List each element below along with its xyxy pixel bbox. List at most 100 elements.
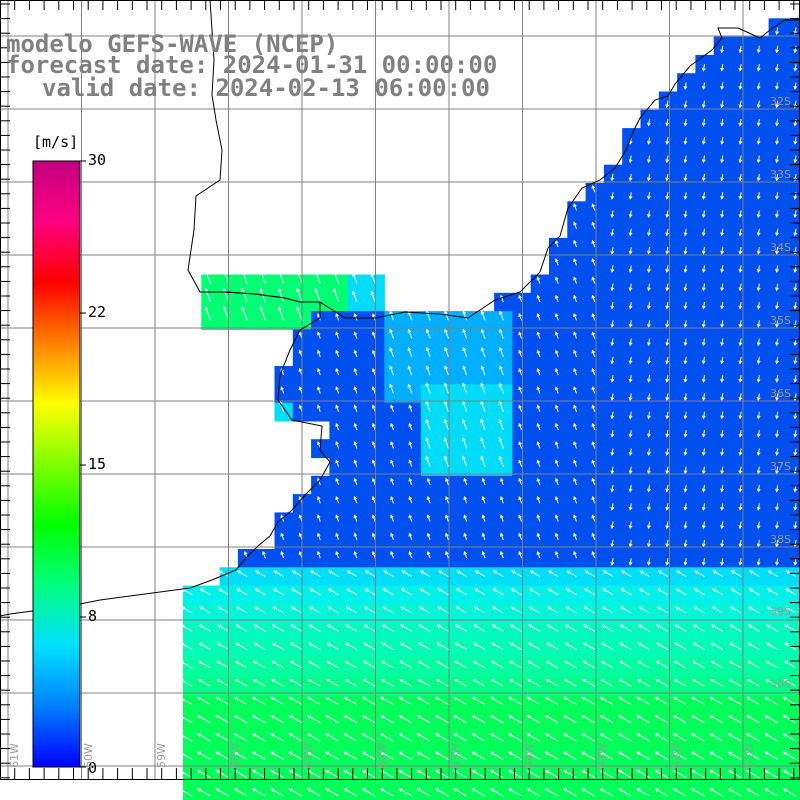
wind-arrow-head — [480, 347, 485, 352]
wind-arrow-head — [591, 313, 596, 317]
wind-speed-cell — [530, 786, 550, 800]
wind-arrow-head — [234, 679, 239, 683]
wind-arrow — [592, 551, 596, 559]
wind-arrow — [216, 770, 230, 779]
wind-arrow — [658, 570, 669, 577]
wind-arrow — [362, 733, 376, 742]
wind-arrow — [555, 551, 559, 559]
wind-arrow — [518, 332, 523, 339]
wind-arrow — [437, 642, 449, 651]
wind-speed-cell — [329, 677, 349, 696]
wind-arrow — [335, 387, 340, 394]
wind-arrow — [694, 588, 705, 596]
wind-speed-cell — [494, 732, 513, 751]
wind-arrow — [453, 696, 467, 705]
wind-arrow-head — [536, 386, 541, 391]
wind-arrow-head — [223, 287, 227, 292]
wind-speed-cell — [274, 549, 294, 568]
wind-arrow — [673, 751, 687, 760]
wind-speed-cell — [329, 750, 349, 770]
wind-arrow-head — [665, 122, 670, 127]
wind-arrow — [746, 696, 760, 705]
wind-arrow — [739, 375, 742, 382]
wind-arrow — [317, 350, 321, 358]
wind-arrow-head — [628, 433, 633, 438]
wind-speed-cell — [695, 567, 715, 587]
wind-arrow-head — [518, 331, 522, 336]
wind-speed-cell — [402, 658, 422, 678]
wind-arrow — [328, 570, 339, 577]
wind-arrow — [237, 570, 248, 577]
wind-arrow — [518, 441, 523, 449]
wind-arrow-head — [399, 660, 404, 665]
wind-arrow — [702, 411, 705, 419]
wind-arrow-head — [363, 624, 368, 628]
wind-arrow — [518, 460, 523, 467]
wind-arrow — [684, 265, 687, 272]
wind-arrow — [390, 496, 394, 504]
wind-arrow-head — [408, 404, 413, 409]
wind-speed-cell — [457, 512, 477, 532]
wind-speed-cell — [201, 274, 221, 294]
wind-arrow — [600, 788, 614, 797]
wind-arrow — [573, 240, 577, 248]
wind-arrow-head — [756, 122, 761, 127]
wind-speed-cell — [567, 512, 587, 532]
wind-speed-cell — [274, 311, 294, 330]
wind-arrow-head — [400, 624, 405, 628]
wind-arrow — [563, 788, 577, 797]
wind-arrow — [721, 210, 724, 218]
wind-arrow — [748, 642, 760, 651]
wind-arrow-head — [618, 679, 623, 683]
wind-arrow-head — [400, 606, 405, 610]
wind-arrow — [335, 423, 340, 431]
wind-speed-cell — [786, 274, 800, 294]
wind-arrow — [721, 155, 724, 163]
wind-arrow — [271, 679, 284, 687]
wind-arrow-head — [793, 561, 798, 566]
wind-arrow-head — [665, 323, 670, 328]
wind-arrow — [491, 660, 504, 669]
wind-arrow-head — [346, 570, 351, 574]
wind-arrow — [766, 642, 778, 651]
wind-speed-cell — [420, 439, 440, 459]
wind-arrow — [511, 570, 522, 577]
wind-speed-cell — [549, 384, 568, 404]
wind-arrow — [216, 715, 230, 724]
wind-arrow — [482, 551, 486, 559]
wind-arrow — [555, 533, 559, 541]
wind-speed-cell — [457, 695, 477, 715]
wind-arrow — [508, 696, 522, 705]
wind-arrow — [555, 478, 559, 486]
wind-arrow-head — [489, 770, 494, 774]
wind-arrow-head — [720, 195, 724, 200]
wind-arrow — [721, 283, 724, 291]
wind-arrow-head — [647, 488, 651, 493]
wind-arrow — [702, 283, 705, 291]
wind-arrow-head — [683, 397, 688, 401]
wind-speed-cell — [256, 732, 276, 751]
wind-arrow — [179, 770, 193, 779]
wind-arrow-head — [204, 287, 209, 292]
wind-arrow — [757, 430, 760, 437]
wind-arrow — [728, 715, 742, 724]
wind-arrow-head — [765, 660, 770, 665]
wind-arrow — [620, 606, 632, 614]
wind-arrow — [198, 660, 211, 669]
wind-arrow — [666, 118, 669, 126]
wind-arrow — [573, 423, 577, 431]
wind-arrow — [252, 715, 266, 724]
wind-speed-cell — [658, 713, 678, 733]
wind-arrow-head — [628, 214, 633, 218]
wind-arrow — [408, 311, 413, 321]
wind-arrow-head — [712, 570, 717, 574]
wind-speed-cell — [311, 311, 330, 330]
wind-arrow-head — [371, 404, 376, 409]
wind-arrow-head — [179, 679, 184, 683]
wind-arrow — [629, 247, 632, 254]
wind-arrow-head — [241, 269, 245, 274]
wind-arrow — [473, 624, 486, 632]
wind-arrow — [327, 624, 339, 632]
wind-speed-cell — [567, 494, 587, 513]
wind-arrow-head — [563, 788, 567, 792]
